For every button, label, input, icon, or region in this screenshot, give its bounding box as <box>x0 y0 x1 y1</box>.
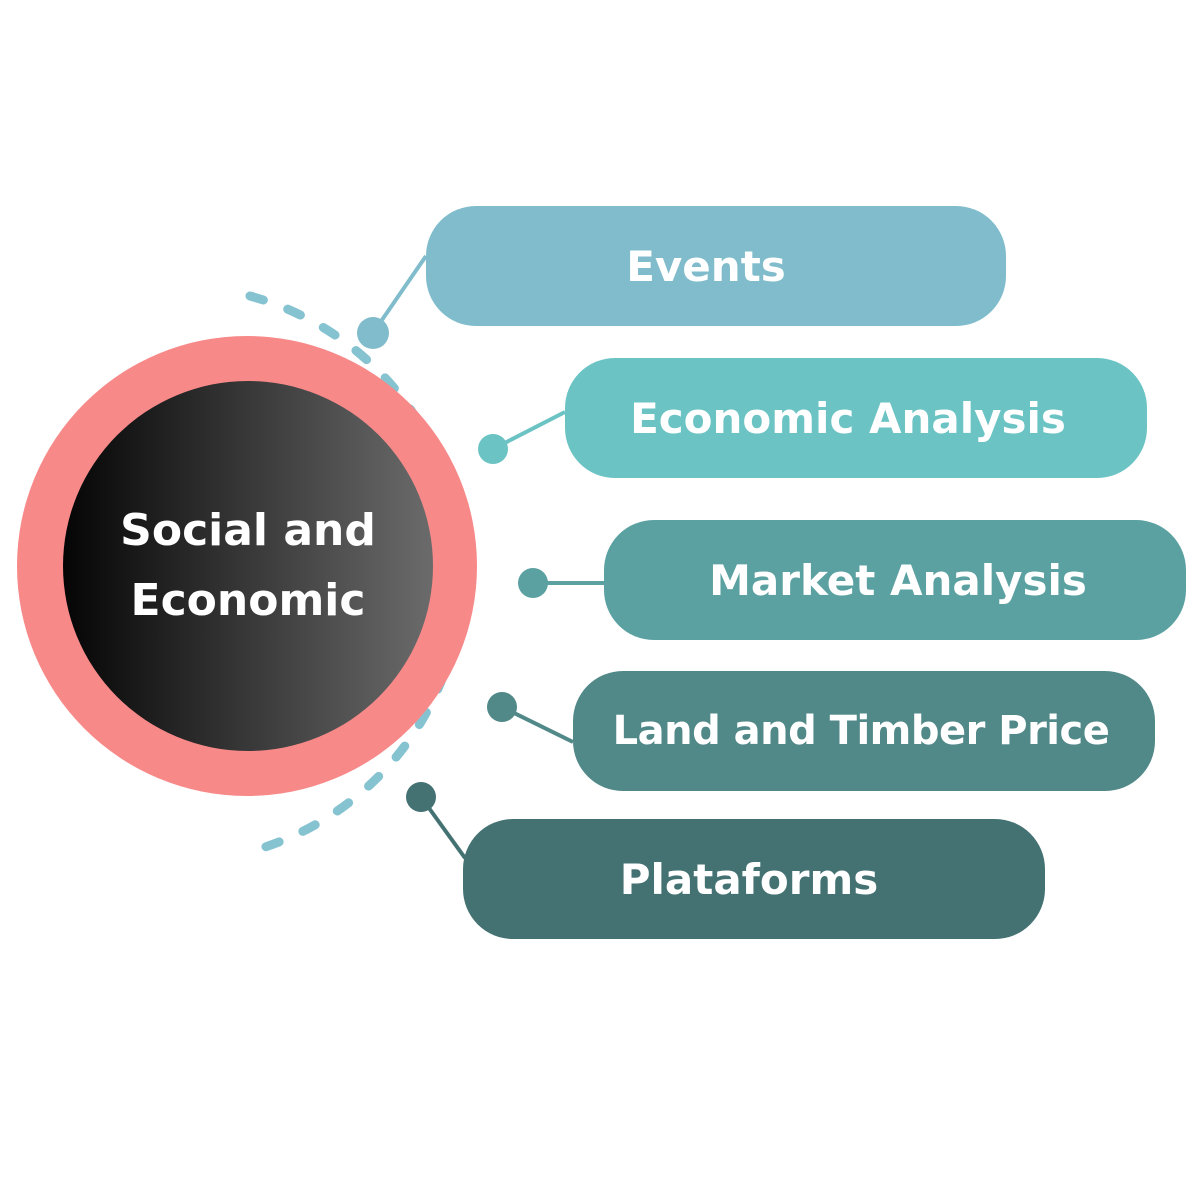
hub-title-line-1: Social and <box>120 505 376 556</box>
branch-label-economic-analysis: Economic Analysis <box>630 393 1066 443</box>
branch-pill-land-timber-price: Land and Timber Price <box>573 671 1155 791</box>
branch-label-market-analysis: Market Analysis <box>709 555 1087 605</box>
branch-pill-events: Events <box>426 206 1006 326</box>
branch-label-plataforms: Plataforms <box>619 854 879 904</box>
connector-dot-plataforms <box>406 782 436 812</box>
connector-dot-market-analysis <box>518 568 548 598</box>
branch-pill-economic-analysis: Economic Analysis <box>565 358 1147 478</box>
branch-pill-plataforms: Plataforms <box>463 819 1045 939</box>
connector-dot-events <box>357 317 389 349</box>
branch-label-events: Events <box>626 241 786 291</box>
branch-label-land-timber-price: Land and Timber Price <box>612 708 1110 754</box>
hub-title-line-2: Economic <box>130 575 366 626</box>
hub-circle: Social and Economic <box>63 381 433 751</box>
connector-dot-land-timber-price <box>487 692 517 722</box>
branch-pill-market-analysis: Market Analysis <box>604 520 1186 640</box>
connector-dot-economic-analysis <box>478 434 508 464</box>
